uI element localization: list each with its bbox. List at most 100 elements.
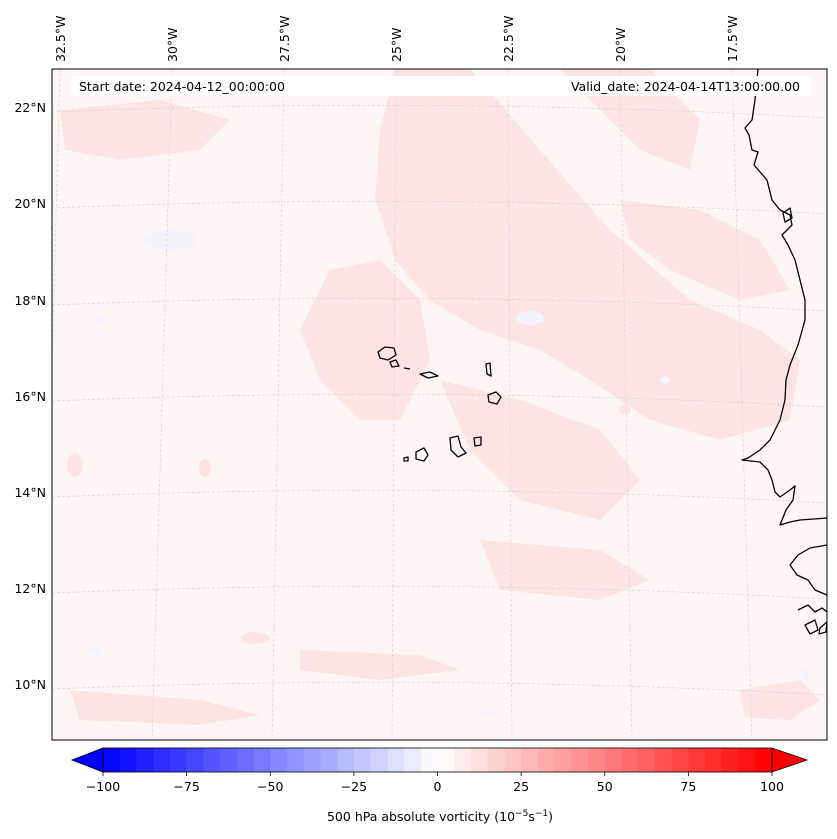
colorbar-cell [186, 748, 204, 772]
colorbar-tick-label: 50 [597, 779, 613, 794]
negative-vorticity-patch [96, 316, 104, 324]
cape-verde-island [473, 436, 482, 447]
colorbar-cell [103, 748, 121, 772]
bijagos-islands [797, 604, 827, 635]
colorbar-cell [119, 748, 138, 772]
colorbar-label-end: ) [548, 809, 553, 824]
colorbar-cell [203, 748, 221, 772]
colorbar-tick-label: −75 [173, 779, 199, 794]
lon-label: 20°W [613, 27, 628, 62]
negative-vorticity-patch [144, 230, 196, 250]
colorbar-cell [671, 748, 689, 772]
cape-verde-island [377, 346, 397, 361]
positive-vorticity-patch [300, 260, 430, 420]
coastal-islet [782, 207, 793, 223]
africa-coastline [741, 69, 827, 526]
negative-vorticity-patch [801, 669, 809, 681]
parallel-line [52, 393, 827, 408]
lat-label: 14°N [14, 485, 46, 500]
colorbar-cell [420, 748, 439, 772]
lat-label: 22°N [14, 100, 46, 115]
colorbar-cell [521, 748, 539, 772]
colorbar-cell [136, 748, 154, 772]
colorbar-tick-label: −25 [341, 779, 367, 794]
colorbar-cell [470, 748, 489, 772]
colorbar-cell [571, 748, 589, 772]
map-panel: Start date: 2024-04-12_00:00:00 Valid_da… [14, 16, 828, 741]
cape-verde-island [403, 367, 411, 370]
colorbar-cell [153, 748, 171, 772]
lon-label: 25°W [389, 27, 404, 62]
parallel-line [52, 681, 827, 696]
lat-label: 12°N [14, 581, 46, 596]
lat-label: 16°N [14, 389, 46, 404]
colorbar-cell [705, 748, 723, 772]
lon-label: 30°W [165, 27, 180, 62]
colorbar-label-exponent: −5 [515, 809, 528, 819]
colorbar-cell [404, 748, 422, 772]
positive-vorticity-patch [241, 632, 269, 644]
lat-label: 18°N [14, 293, 46, 308]
meridian-line [271, 69, 285, 740]
lon-label: 22.5°W [501, 16, 516, 62]
cape-verde-island [487, 391, 502, 405]
colorbar-cell [487, 748, 505, 772]
parallel-line [52, 489, 827, 504]
lat-label: 20°N [14, 196, 46, 211]
positive-vorticity-patch [67, 453, 83, 477]
colorbar-label-unit: s [528, 809, 535, 824]
vorticity-patches [60, 69, 820, 725]
colorbar-label: 500 hPa absolute vorticity (10−5s−1) [327, 809, 553, 824]
start-date-label: Start date: 2024-04-12_00:00:00 [79, 79, 285, 94]
colorbar-cell [504, 748, 522, 772]
colorbar-cell [554, 748, 572, 772]
colorbar-cell [437, 748, 455, 772]
colorbar-tick-label: −100 [86, 779, 120, 794]
colorbar-cell [654, 748, 673, 772]
parallel-line [52, 585, 827, 600]
colorbar-extend-min [70, 747, 104, 773]
positive-vorticity-patch [740, 680, 820, 720]
positive-vorticity-patch [619, 405, 631, 415]
colorbar-cell [755, 748, 773, 772]
colorbar-cell [604, 748, 623, 772]
colorbar-cell [220, 748, 238, 772]
colorbar-label-exponent: −1 [535, 809, 548, 819]
colorbar-cell [286, 748, 305, 772]
colorbar-cell [236, 748, 255, 772]
latitude-labels: 22°N 20°N 18°N 16°N 14°N 12°N 10°N [14, 100, 46, 692]
positive-vorticity-band [375, 69, 800, 440]
cape-verde-island [403, 456, 409, 462]
colorbar-cell [721, 748, 740, 772]
colorbar-extend-max [771, 747, 809, 773]
colorbar-tick-label: 100 [760, 779, 784, 794]
positive-vorticity-patch [440, 380, 640, 520]
lon-label: 32.5°W [53, 16, 68, 62]
negative-vorticity-patch [516, 311, 544, 325]
header-box [71, 76, 811, 96]
cape-verde-island [389, 359, 400, 368]
colorbar-ticks: −100 −75 −50 −25 0 25 50 75 100 [86, 772, 784, 794]
positive-vorticity-patch [300, 650, 460, 680]
colorbar-tick-label: −50 [257, 779, 283, 794]
colorbar-cell [270, 748, 288, 772]
negative-vorticity-patch [481, 710, 493, 716]
longitude-labels: 32.5°W 30°W 27.5°W 25°W 22.5°W 20°W 17.5… [53, 16, 740, 62]
meridian-line [391, 69, 397, 740]
positive-vorticity-patch [199, 459, 211, 477]
colorbar-tick-label: 25 [513, 779, 529, 794]
meridian-line [151, 69, 173, 740]
colorbar-cell [537, 748, 556, 772]
colorbar-cell [337, 748, 355, 772]
lat-label: 10°N [14, 677, 46, 692]
parallel-line [52, 200, 827, 215]
positive-vorticity-patch [480, 540, 650, 600]
positive-vorticity-patch [60, 100, 230, 160]
cape-verde-island [419, 371, 439, 379]
coastlines [377, 69, 827, 635]
colorbar-cell [353, 748, 372, 772]
cape-verde-island [449, 435, 467, 458]
colorbar-cell [638, 748, 656, 772]
meridian-line [619, 69, 633, 740]
